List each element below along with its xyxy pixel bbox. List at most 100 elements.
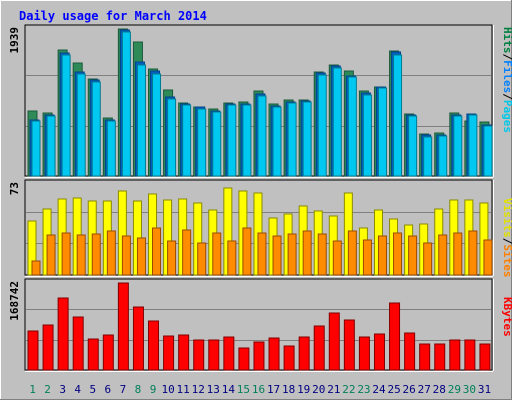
bar-sites [31,260,41,276]
day-label: 24 [372,383,386,396]
bar-pages [212,111,222,177]
bar-pages [423,136,433,177]
bar-pages [242,104,252,177]
bar-kbytes [238,347,250,371]
bar-sites [423,242,433,276]
bar-pages [287,102,297,177]
bar-pages [182,104,192,177]
bar-sites [91,233,101,276]
chart-title: Daily usage for March 2014 [19,9,207,23]
max-value-label: 73 [8,182,21,195]
bar-kbytes [404,332,416,371]
day-label: 28 [433,383,446,396]
bar-kbytes [57,297,69,371]
day-label: 27 [418,383,431,396]
bar-sites [76,234,86,276]
day-label: 3 [59,383,66,396]
legend-entry: KBytes [501,297,512,337]
day-label: 20 [312,383,325,396]
bar-sites [167,240,177,276]
bar-sites [468,230,478,276]
bar-kbytes [102,334,114,371]
bar-pages [227,104,237,177]
bar-pages [362,94,372,177]
panel-legend: Hits/Files/Pages [501,27,512,133]
bar-pages [91,81,101,177]
bar-kbytes [42,324,54,371]
bar-pages [272,106,282,177]
day-label: 18 [282,383,295,396]
bar-pages [408,115,418,177]
bar-kbytes [193,339,205,371]
bar-sites [317,233,327,276]
bar-sites [136,237,146,276]
bar-kbytes [328,312,340,371]
bar-kbytes [434,343,446,371]
bar-pages [438,135,448,177]
bar-kbytes [283,345,295,371]
bar-sites [121,235,131,276]
bar-sites [212,232,222,276]
bar-kbytes [449,339,461,371]
bar-sites [257,232,267,276]
bar-kbytes [298,336,310,371]
bar-pages [332,67,342,177]
bar-kbytes [268,337,280,371]
bar-kbytes [163,335,175,371]
bar-sites [106,230,116,276]
legend-entry: / [501,54,512,61]
bar-pages [257,95,267,177]
bar-pages [106,120,116,177]
bar-sites [197,242,207,276]
day-label: 5 [89,383,96,396]
day-label: 23 [357,383,370,396]
legend-entry: Visits [501,198,512,238]
bar-pages [46,115,56,177]
legend-entry: Pages [501,100,512,133]
day-label: 19 [297,383,310,396]
bar-kbytes [419,343,431,371]
bar-pages [76,73,86,177]
bar-kbytes [479,343,491,371]
legend-entry: Sites [501,244,512,277]
bar-kbytes [253,341,265,371]
legend-entry: Files [501,60,512,93]
kbytes-panel: 168742 KBytes [8,278,512,372]
bar-pages [152,73,162,177]
bar-kbytes [464,339,476,371]
day-label: 2 [44,383,51,396]
bar-kbytes [343,319,355,371]
bar-pages [136,64,146,177]
day-label: 26 [403,383,416,396]
bar-sites [302,230,312,276]
day-label: 21 [327,383,340,396]
bar-sites [393,232,403,276]
bar-kbytes [358,336,370,371]
bar-pages [121,31,131,177]
bar-kbytes [389,302,401,371]
bar-pages [317,74,327,177]
day-label: 14 [222,383,236,396]
max-value-label: 168742 [8,281,21,321]
legend-entry: / [501,238,512,245]
bar-pages [347,76,357,177]
day-label: 29 [448,383,461,396]
day-label: 7 [120,383,127,396]
day-label: 16 [252,383,265,396]
bar-pages [197,108,207,177]
bar-sites [227,240,237,276]
panel-legend: KBytes [501,297,512,337]
day-label: 17 [267,383,280,396]
bar-sites [332,240,342,276]
bar-sites [408,235,418,276]
day-label: 9 [150,383,157,396]
max-value-label: 1939 [8,27,21,54]
bar-sites [287,233,297,276]
day-label: 6 [105,383,112,396]
bar-kbytes [313,325,325,371]
bar-pages [468,114,478,177]
bar-pages [61,54,71,177]
